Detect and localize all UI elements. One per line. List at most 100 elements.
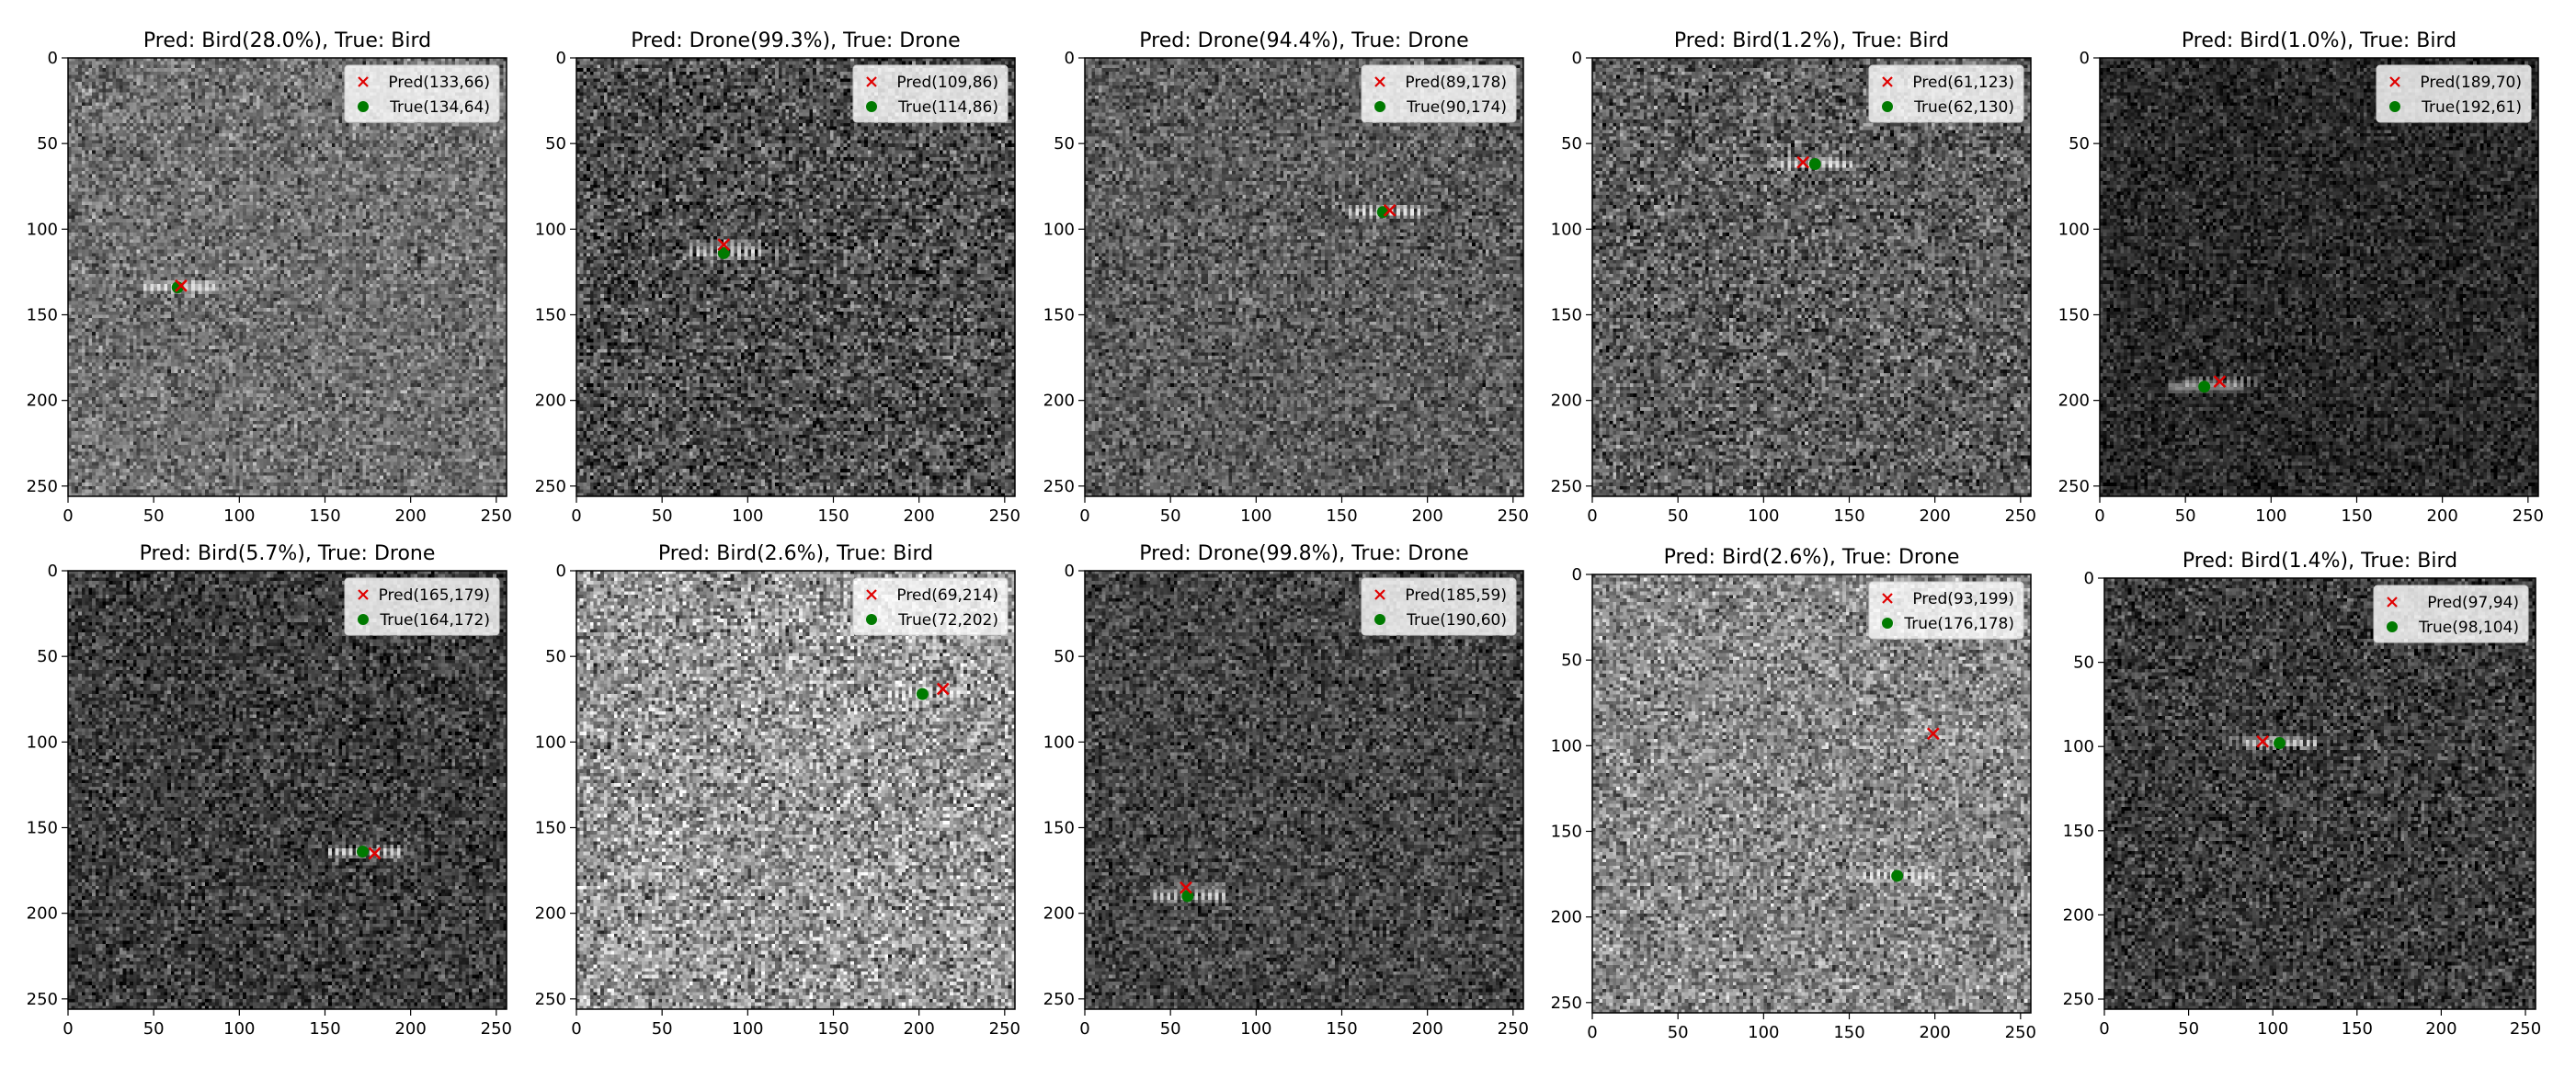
pred-marker-stroke xyxy=(1796,155,1810,169)
legend: Pred(185,59) True(190,60) xyxy=(1361,577,1517,636)
panel-title: Pred: Bird(1.0%), True: Bird xyxy=(2182,29,2456,52)
x-tick-label: 0 xyxy=(571,506,581,526)
y-tick-label: 50 xyxy=(37,647,58,666)
x-tick-label: 100 xyxy=(2257,1019,2288,1039)
pred-marker xyxy=(368,846,382,860)
legend-true-icon xyxy=(2389,101,2400,112)
x-tick-label: 100 xyxy=(223,1019,255,1039)
legend-pred-icon xyxy=(1882,593,1893,604)
true-marker xyxy=(1891,869,1904,882)
legend-true-label: True(72,202) xyxy=(897,611,998,630)
y-tick-label: 250 xyxy=(535,477,566,496)
axes-frame xyxy=(67,57,507,497)
pred-marker-stroke xyxy=(2256,734,2270,748)
legend-pred-icon xyxy=(1374,589,1385,600)
x-tick-label: 50 xyxy=(1160,506,1181,526)
y-tick-label: 0 xyxy=(1572,49,1582,68)
x-tick-label: 0 xyxy=(63,506,73,526)
legend-true-icon xyxy=(866,101,877,112)
x-tick-label: 0 xyxy=(571,1019,581,1039)
panel-title: Pred: Drone(94.4%), True: Drone xyxy=(1139,29,1468,52)
y-tick-label: 50 xyxy=(1561,134,1582,153)
x-tick-label: 50 xyxy=(1160,1019,1181,1039)
legend-true-label: True(90,174) xyxy=(1406,98,1507,117)
y-tick-label: 50 xyxy=(1054,647,1075,666)
x-tick-label: 150 xyxy=(817,1019,849,1039)
pred-marker xyxy=(175,278,188,292)
x-tick-label: 50 xyxy=(652,1019,673,1039)
legend-true-icon xyxy=(2387,621,2398,632)
y-tick-label: 200 xyxy=(1043,392,1075,411)
x-tick-label: 0 xyxy=(1587,1023,1597,1042)
legend-true-label: True(176,178) xyxy=(1903,615,2014,633)
x-tick-label: 100 xyxy=(1748,506,1779,526)
noise-image xyxy=(68,58,507,496)
pred-marker xyxy=(1180,881,1192,894)
noise-image xyxy=(576,571,1015,1009)
y-tick-label: 50 xyxy=(2069,134,2090,153)
noise-image xyxy=(2100,58,2538,496)
axes-frame xyxy=(576,570,1016,1010)
y-tick-label: 200 xyxy=(535,904,566,924)
y-tick-label: 150 xyxy=(27,818,58,837)
y-tick-label: 0 xyxy=(1065,562,1075,581)
x-tick-label: 200 xyxy=(1919,1023,1950,1042)
x-tick-label: 50 xyxy=(1668,506,1689,526)
y-tick-label: 50 xyxy=(37,134,58,153)
x-tick-label: 200 xyxy=(2426,506,2457,526)
true-marker xyxy=(1808,158,1821,171)
axes-frame xyxy=(1084,57,1524,497)
x-tick-label: 100 xyxy=(2255,506,2286,526)
pred-marker xyxy=(1796,155,1810,169)
pred-marker xyxy=(1926,727,1940,741)
x-tick-label: 150 xyxy=(2342,1019,2373,1039)
panel-10: Pred: Bird(1.4%), True: Bird 0 50 100 150 200… xyxy=(2063,550,2542,1039)
pred-marker-stroke xyxy=(1926,727,1940,741)
legend-true-icon xyxy=(358,101,369,112)
y-tick-label: 200 xyxy=(27,392,58,411)
y-tick-label: 150 xyxy=(2058,305,2090,324)
y-tick-label: 50 xyxy=(1561,651,1582,670)
panel-9: Pred: Bird(2.6%), True: Drone 0 50 100 150 20… xyxy=(1551,546,2036,1042)
x-tick-label: 50 xyxy=(652,506,673,526)
y-tick-label: 50 xyxy=(545,647,566,666)
y-tick-label: 0 xyxy=(2084,569,2094,588)
y-tick-label: 100 xyxy=(1551,736,1582,756)
legend-true-label: True(62,130) xyxy=(1913,98,2014,117)
x-tick-label: 250 xyxy=(2510,1019,2541,1039)
legend-pred-icon xyxy=(358,589,369,600)
legend-box xyxy=(344,577,500,636)
y-tick-label: 200 xyxy=(2063,905,2094,925)
legend-pred-label: Pred(133,66) xyxy=(388,74,490,92)
x-tick-label: 0 xyxy=(2094,506,2104,526)
y-tick-label: 0 xyxy=(556,49,566,68)
legend-true-icon xyxy=(358,614,369,625)
y-tick-label: 200 xyxy=(1551,908,1582,927)
x-tick-label: 0 xyxy=(1587,506,1597,526)
legend-pred-label: Pred(189,70) xyxy=(2420,74,2522,92)
x-tick-label: 150 xyxy=(309,1019,340,1039)
legend-box xyxy=(2373,585,2529,643)
panel-title: Pred: Bird(5.7%), True: Drone xyxy=(140,542,436,565)
x-tick-label: 0 xyxy=(63,1019,73,1039)
pred-marker-stroke xyxy=(717,238,731,251)
legend-pred-label: Pred(89,178) xyxy=(1405,74,1507,92)
y-tick-label: 0 xyxy=(1065,49,1075,68)
legend-true-label: True(114,86) xyxy=(897,98,998,117)
noise-image xyxy=(1592,574,2031,1013)
x-tick-label: 100 xyxy=(732,1019,763,1039)
legend: Pred(189,70) True(192,61) xyxy=(2376,64,2532,123)
noise-image xyxy=(1085,571,1523,1009)
x-tick-label: 200 xyxy=(1411,506,1442,526)
x-tick-label: 250 xyxy=(1498,1019,1529,1039)
y-tick-label: 150 xyxy=(1043,818,1075,837)
x-tick-label: 100 xyxy=(223,506,255,526)
legend-pred-icon xyxy=(866,76,877,87)
y-tick-label: 250 xyxy=(27,477,58,496)
x-tick-label: 150 xyxy=(817,506,849,526)
x-tick-label: 100 xyxy=(1240,506,1271,526)
panel-7: Pred: Bird(2.6%), True: Bird 0 50 100 150 200… xyxy=(535,542,1020,1039)
x-tick-label: 0 xyxy=(1079,1019,1089,1039)
legend-pred-icon xyxy=(1882,76,1893,87)
legend: Pred(109,86) True(114,86) xyxy=(852,64,1009,123)
